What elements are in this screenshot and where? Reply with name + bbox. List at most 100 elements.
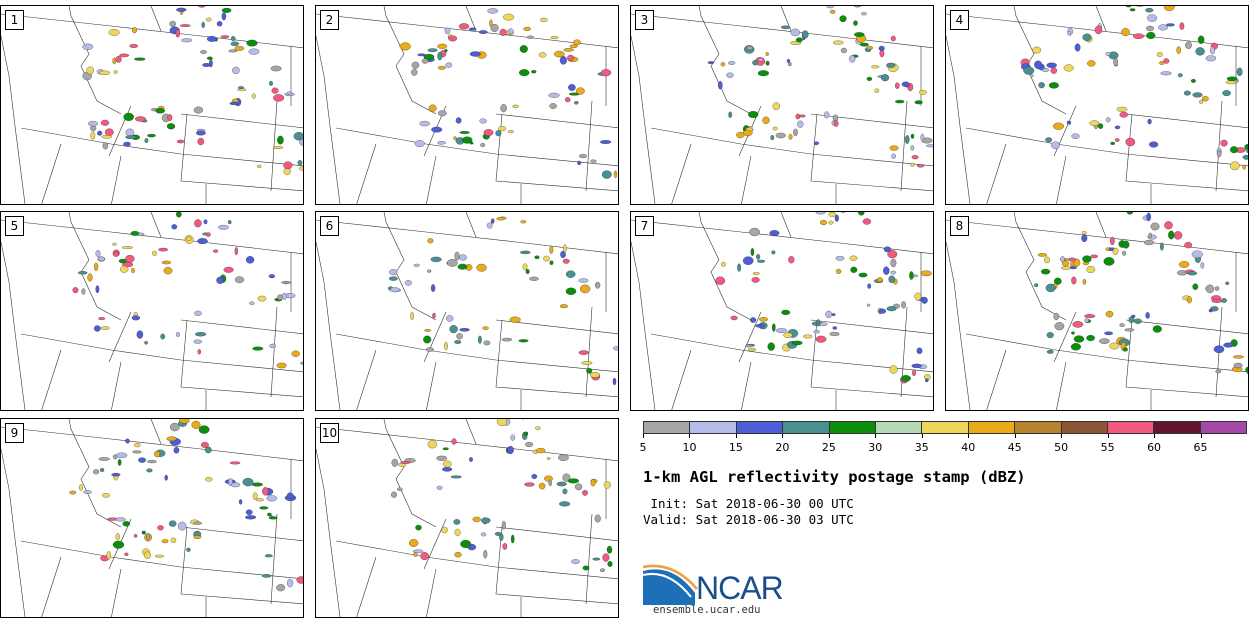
reflectivity-cell	[509, 316, 521, 323]
reflectivity-cell	[600, 568, 605, 572]
reflectivity-cell	[400, 461, 411, 464]
reflectivity-cell	[134, 57, 146, 61]
postage-stamp-panel: 3	[630, 5, 934, 205]
reflectivity-cell	[1122, 240, 1130, 249]
colorbar-tickmark	[1014, 434, 1016, 438]
reflectivity-cell	[173, 447, 180, 454]
state-boundary	[423, 311, 447, 363]
reflectivity-cell	[445, 62, 453, 68]
reflectivity-cell	[1086, 334, 1095, 342]
reflectivity-cell	[193, 339, 203, 344]
state-boundary	[426, 361, 437, 410]
state-boundary	[1, 13, 303, 49]
state-boundary	[741, 361, 752, 410]
reflectivity-cell	[194, 219, 202, 228]
reflectivity-cell	[559, 56, 567, 65]
reflectivity-cell	[483, 549, 488, 559]
reflectivity-cell	[765, 52, 769, 56]
panel-number: 10	[320, 423, 339, 443]
reflectivity-cell	[728, 111, 733, 118]
reflectivity-cell	[1187, 271, 1198, 276]
state-boundary	[1095, 6, 1107, 32]
reflectivity-cell	[468, 27, 477, 31]
reflectivity-cell	[926, 144, 933, 148]
state-boundary	[810, 113, 933, 129]
postage-stamp-panel: 1	[0, 5, 304, 205]
state-boundary	[780, 212, 792, 238]
reflectivity-cell	[1166, 23, 1175, 27]
reflectivity-cell	[459, 131, 470, 134]
reflectivity-cell	[1215, 369, 1222, 374]
reflectivity-cell	[1042, 68, 1049, 73]
reflectivity-cell	[742, 256, 754, 265]
state-boundary	[650, 333, 933, 373]
reflectivity-cell	[549, 245, 554, 254]
reflectivity-cell	[417, 53, 426, 57]
reflectivity-cell	[496, 217, 506, 221]
colorbar-tick-label: 15	[728, 441, 743, 454]
reflectivity-cell	[1156, 52, 1163, 58]
reflectivity-cell	[849, 255, 858, 261]
reflectivity-cell	[410, 312, 414, 321]
reflectivity-cell	[563, 48, 574, 52]
reflectivity-cell	[133, 534, 138, 538]
state-boundary	[180, 526, 303, 542]
reflectivity-cell	[213, 249, 219, 253]
reflectivity-cell	[119, 53, 130, 58]
reflectivity-cell	[1129, 8, 1136, 12]
reflectivity-cell	[1244, 144, 1248, 150]
colorbar-segment	[1015, 422, 1062, 433]
reflectivity-cell	[146, 533, 150, 541]
reflectivity-cell	[230, 41, 240, 47]
reflectivity-cell	[914, 100, 923, 105]
colorbar-segment	[690, 422, 737, 433]
reflectivity-cell	[1179, 22, 1185, 30]
reflectivity-cell	[221, 12, 227, 21]
reflectivity-cell	[883, 266, 890, 275]
reflectivity-cell	[914, 292, 922, 301]
reflectivity-cell	[1164, 221, 1173, 230]
state-boundary	[335, 127, 618, 167]
reflectivity-cell	[1146, 25, 1154, 32]
reflectivity-cell	[461, 136, 473, 144]
reflectivity-cell	[146, 468, 153, 473]
reflectivity-cell	[132, 27, 137, 34]
state-boundary	[41, 349, 62, 410]
panel-number: 3	[635, 10, 654, 30]
reflectivity-cell	[549, 260, 554, 265]
reflectivity-cell	[721, 261, 726, 267]
reflectivity-cell	[767, 342, 775, 351]
reflectivity-cell	[1082, 33, 1092, 42]
colorbar-segment	[1200, 422, 1247, 433]
reflectivity-cell	[562, 488, 568, 495]
reflectivity-cell	[1125, 6, 1132, 8]
reflectivity-cell	[828, 212, 837, 217]
state-boundary	[495, 319, 618, 398]
reflectivity-cell	[133, 443, 141, 448]
reflectivity-cell	[1082, 255, 1092, 263]
reflectivity-cell	[112, 251, 119, 257]
reflectivity-cell	[409, 539, 419, 547]
reflectivity-cell	[442, 467, 453, 472]
reflectivity-cell	[1191, 250, 1203, 259]
state-boundary	[738, 311, 762, 363]
reflectivity-cell	[791, 340, 803, 346]
reflectivity-cell	[523, 431, 529, 436]
reflectivity-cell	[499, 28, 507, 36]
reflectivity-cell	[157, 525, 164, 531]
reflectivity-cell	[1197, 35, 1205, 44]
reflectivity-cell	[858, 272, 868, 278]
reflectivity-cell	[413, 263, 420, 267]
state-boundary	[111, 155, 122, 204]
reflectivity-cell	[458, 23, 470, 30]
reflectivity-cell	[391, 491, 397, 498]
reflectivity-cell	[411, 61, 420, 69]
reflectivity-cell	[546, 457, 551, 460]
reflectivity-cell	[586, 367, 593, 374]
reflectivity-cell	[762, 116, 770, 124]
reflectivity-cell	[300, 361, 303, 365]
reflectivity-cell	[1131, 314, 1136, 318]
reflectivity-cell	[890, 258, 897, 268]
reflectivity-cell	[442, 447, 449, 451]
colorbar-tickmark	[689, 434, 691, 438]
